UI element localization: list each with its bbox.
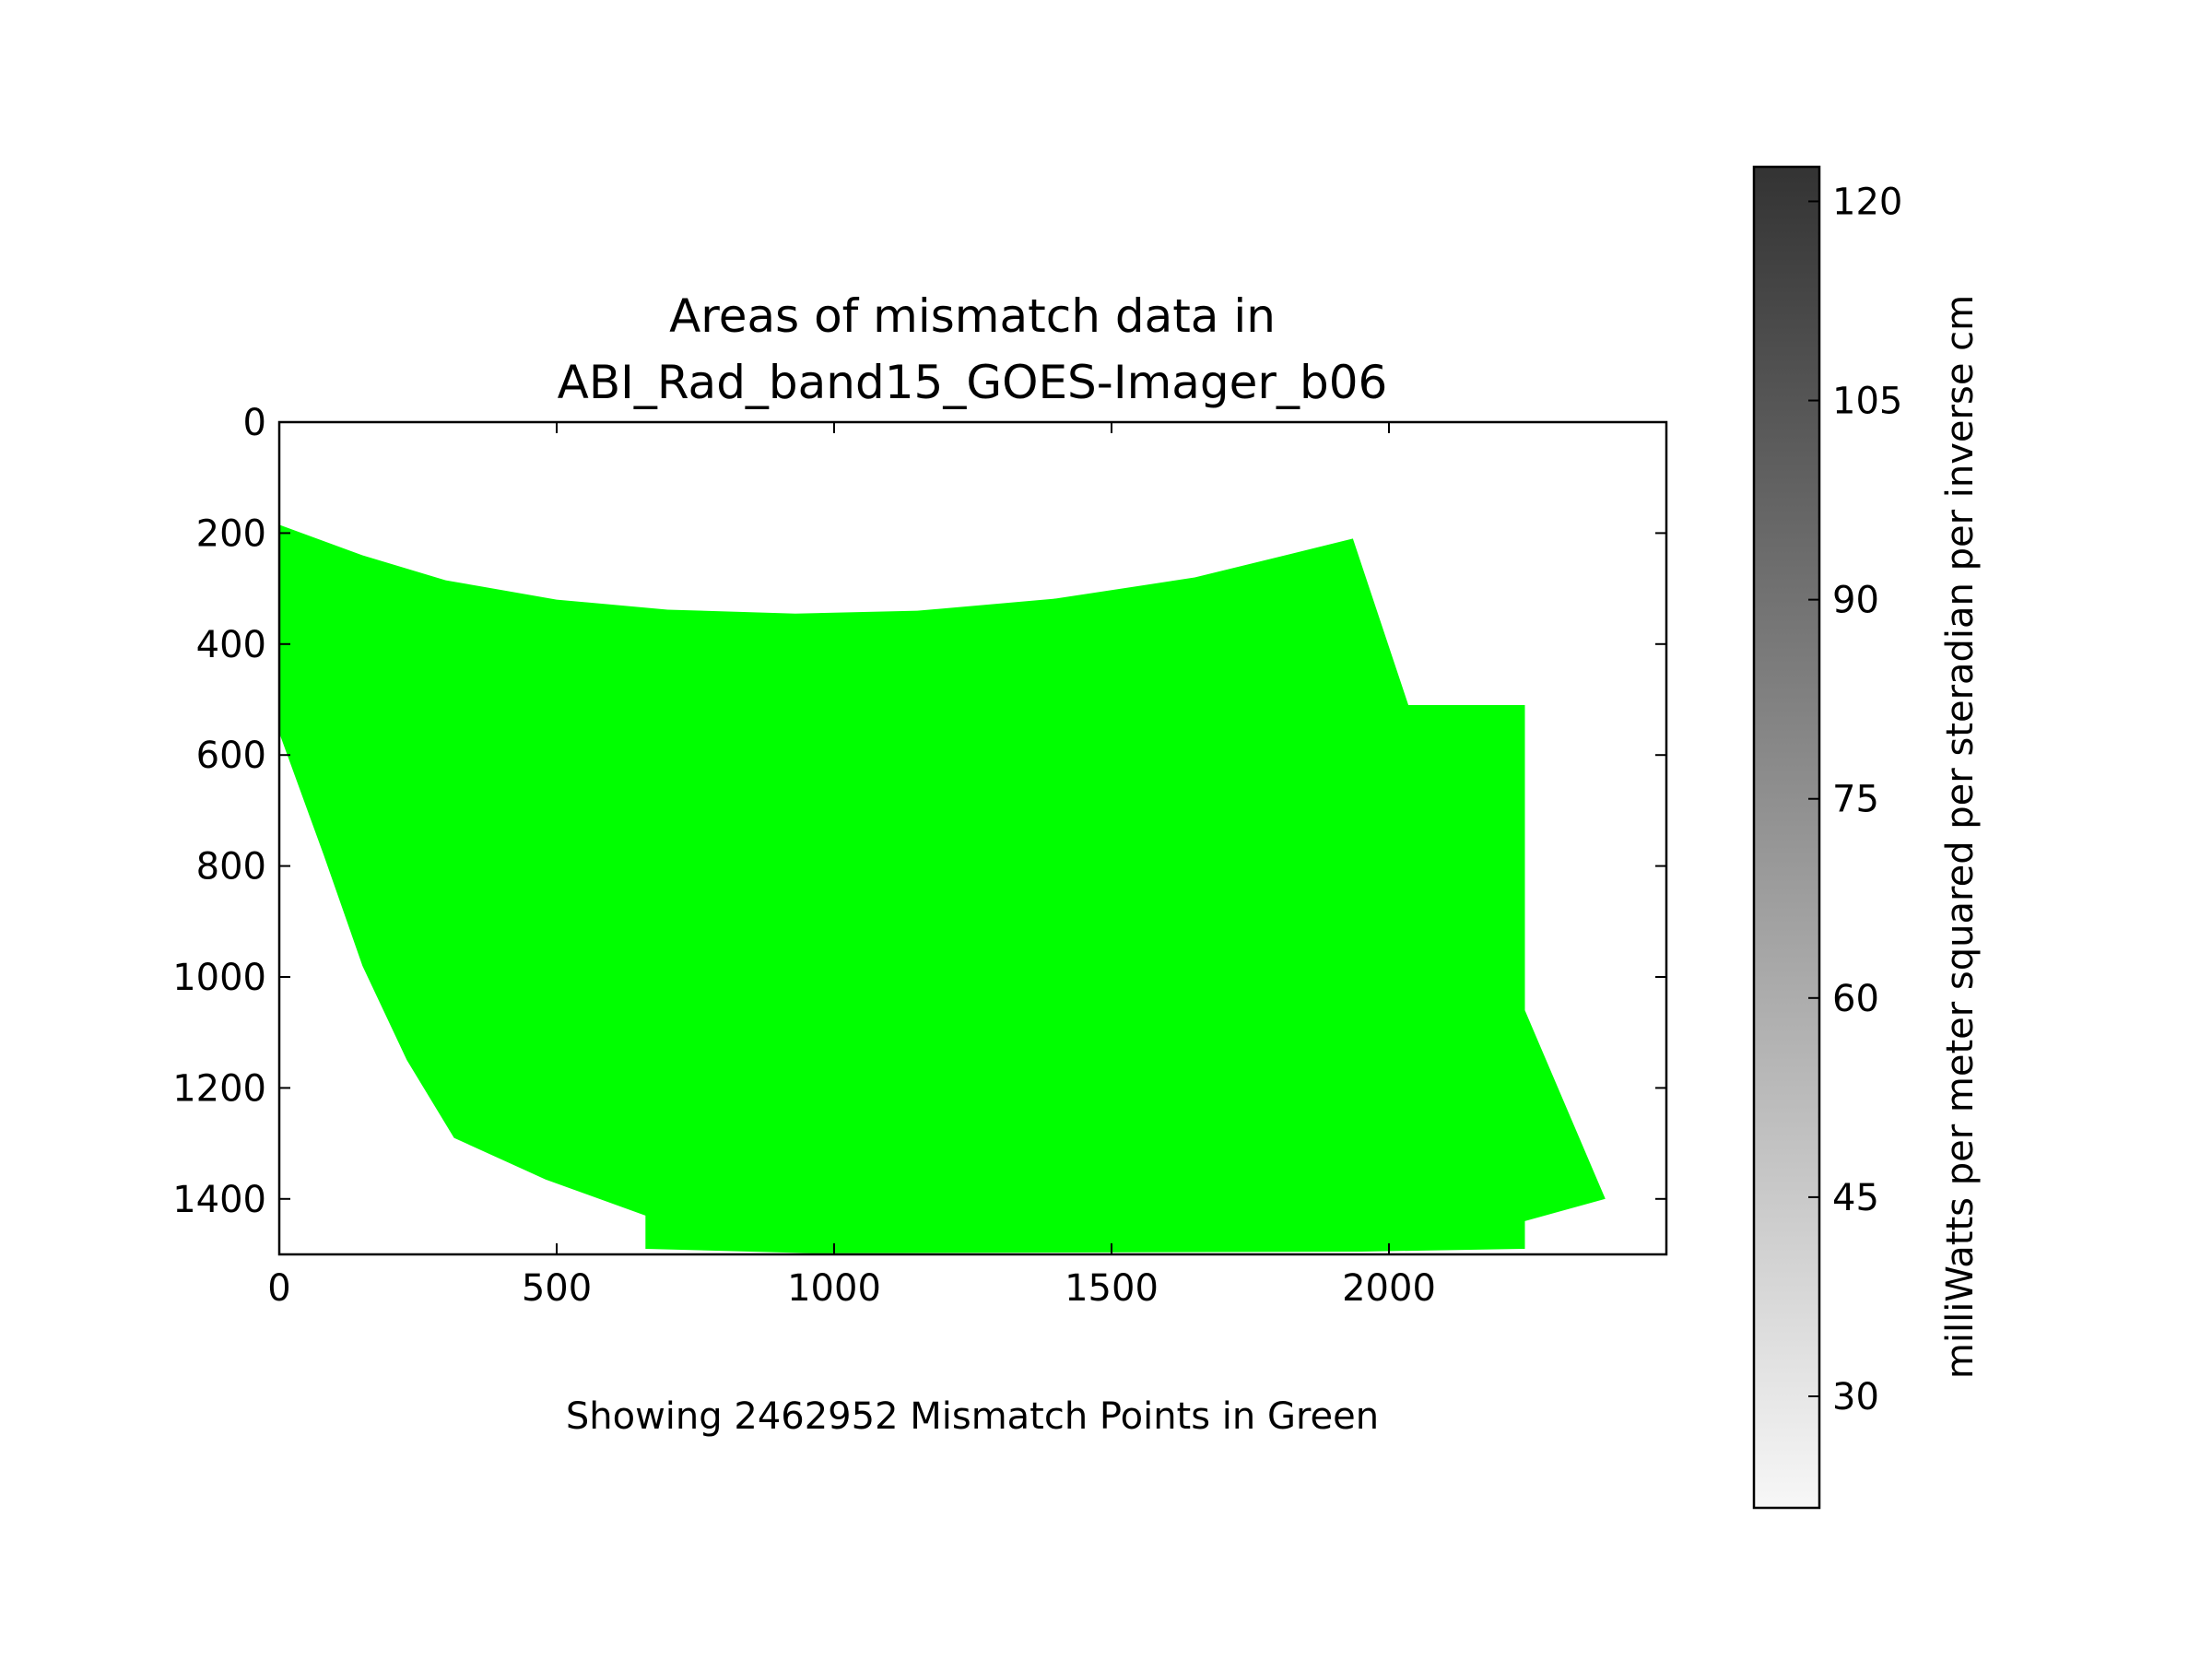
x-tick-label: 500 [522,1267,592,1310]
y-tick-label: 600 [196,735,266,777]
y-tick-label: 200 [196,512,266,555]
chart-title-line-2: ABI_Rad_band15_GOES-Imager_b06 [558,356,1388,409]
x-tick-label: 1000 [787,1267,881,1310]
x-axis-label: Showing 2462952 Mismatch Points in Green [566,1395,1379,1438]
colorbar-gradient [1752,165,1821,1510]
colorbar-tick-label: 120 [1832,181,1902,223]
x-tick-label: 0 [267,1267,290,1310]
colorbar-tick-label: 90 [1832,580,1879,622]
x-tick-label: 1500 [1065,1267,1159,1310]
colorbar-tick-label: 75 [1832,779,1879,821]
colorbar-label: milliWatts per meter squared per steradi… [1939,295,1982,1379]
plot-frame [277,420,1668,1256]
colorbar-tick-label: 30 [1832,1376,1879,1418]
x-tick-label: 2000 [1342,1267,1436,1310]
mismatch-region [279,524,1606,1253]
y-tick-label: 1200 [172,1067,266,1110]
colorbar-tick-label: 45 [1832,1177,1879,1219]
y-tick-label: 1000 [172,957,266,999]
y-tick-label: 1400 [172,1179,266,1221]
colorbar-tick-label: 105 [1832,381,1902,423]
y-tick-label: 800 [196,846,266,888]
plot-area: 0 500 1000 1500 2000 0 200 400 600 800 1000 1200 140… [172,402,1668,1310]
y-tick-label: 0 [243,402,266,444]
colorbar-tick-label: 60 [1832,978,1879,1020]
colorbar: 30 45 60 75 90 105 120 [1752,165,1902,1510]
chart-title-line-1: Areas of mismatch data in [669,289,1276,343]
y-tick-label: 400 [196,624,266,666]
